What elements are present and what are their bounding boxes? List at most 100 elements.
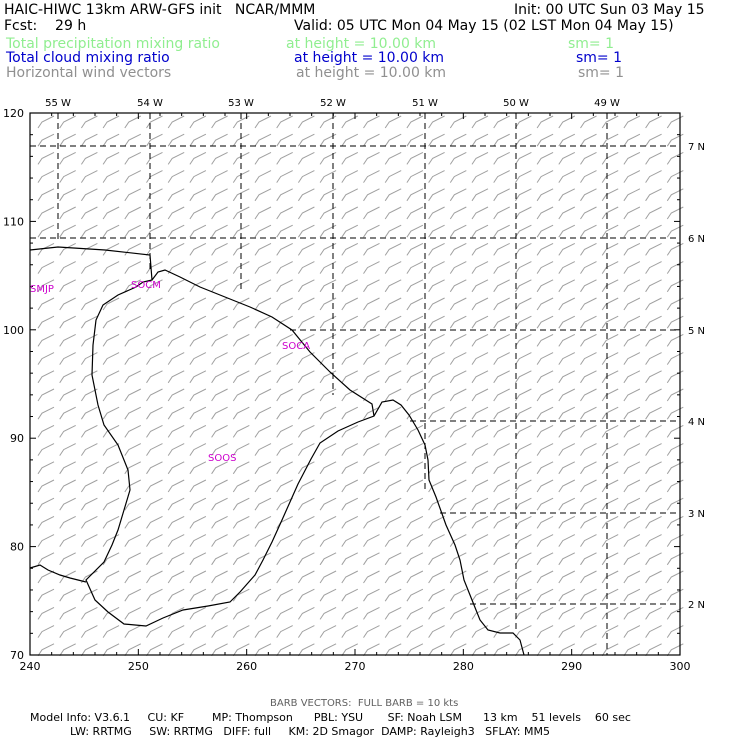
wind-barb: [363, 588, 380, 602]
wind-barb: [254, 297, 272, 311]
wind-barb: [319, 570, 337, 584]
x-tick-label: 290: [561, 660, 582, 673]
wind-barb: [471, 115, 489, 129]
wind-barb: [536, 497, 554, 511]
wind-barb: [341, 388, 359, 402]
wind-barb: [428, 315, 445, 329]
field-sm-precip: sm= 1: [568, 36, 615, 52]
wind-barb: [232, 224, 250, 238]
wind-barb: [428, 333, 445, 347]
wind-barb: [558, 643, 576, 657]
wind-barb: [406, 352, 424, 365]
wind-barb: [80, 133, 98, 147]
wind-barb: [558, 151, 576, 165]
wind-barb: [297, 461, 315, 475]
wind-barb: [232, 643, 250, 657]
wind-barb: [406, 588, 424, 602]
wind-barb: [297, 479, 315, 493]
wind-barb: [102, 261, 120, 274]
wind-barb: [37, 643, 55, 657]
wind-barb: [37, 461, 55, 475]
wind-barb: [232, 461, 250, 475]
wind-barb: [558, 479, 576, 493]
wind-barb: [580, 206, 597, 220]
wind-barb: [536, 224, 554, 238]
wind-barb: [80, 188, 98, 202]
wind-barb: [645, 133, 662, 147]
x-tick-label: 260: [236, 660, 257, 673]
wind-barb: [666, 188, 684, 202]
wind-barb: [59, 261, 76, 274]
wind-barb: [536, 115, 554, 129]
wind-barb: [80, 279, 98, 293]
wind-barb: [580, 115, 597, 129]
wind-barb: [623, 133, 641, 147]
wind-barb: [102, 133, 120, 147]
wind-barb: [319, 352, 337, 365]
wind-barb: [645, 370, 662, 384]
wind-barb: [406, 315, 424, 329]
wind-barb: [406, 224, 424, 238]
latitude-label: 6 N: [688, 234, 705, 245]
wind-barb: [363, 133, 380, 147]
wind-barb: [558, 206, 576, 220]
wind-barb: [363, 115, 380, 129]
wind-barb: [601, 242, 619, 256]
wind-barb: [80, 606, 98, 620]
wind-barb: [363, 242, 380, 256]
wind-barb: [80, 406, 98, 420]
station-label-soos: SOOS: [208, 453, 236, 464]
wind-barb: [449, 497, 467, 511]
wind-barb: [232, 534, 250, 547]
wind-barb: [580, 406, 597, 420]
wind-barb: [384, 515, 402, 529]
wind-barb: [80, 224, 98, 238]
wind-barb: [102, 388, 120, 402]
wind-barb: [146, 497, 163, 511]
wind-barb: [666, 151, 684, 165]
wind-barb: [254, 133, 272, 147]
wind-barb: [146, 643, 163, 657]
wind-barb: [384, 479, 402, 493]
wind-barb: [580, 443, 597, 456]
wind-barb: [211, 297, 228, 311]
wind-barb: [276, 461, 293, 475]
wind-barb: [341, 534, 359, 547]
wind-barb: [514, 497, 532, 511]
wind-barb: [558, 625, 576, 638]
wind-barb: [666, 461, 684, 475]
wind-barb: [536, 515, 554, 529]
wind-barb: [493, 534, 510, 547]
wind-barb: [428, 370, 445, 384]
wind-barb: [319, 643, 337, 657]
wind-barb: [232, 570, 250, 584]
wind-barb: [601, 534, 619, 547]
wind-barb: [37, 406, 55, 420]
wind-barb: [37, 206, 55, 220]
wind-barb: [428, 443, 445, 456]
wind-barb: [449, 424, 467, 438]
wind-barb: [37, 279, 55, 293]
wind-barb: [146, 151, 163, 165]
wind-barb: [37, 515, 55, 529]
wind-barb: [449, 242, 467, 256]
wind-barb: [167, 224, 185, 238]
lat-lon-grid: [30, 113, 680, 655]
wind-barb: [189, 643, 207, 657]
wind-barb: [276, 151, 293, 165]
wind-barb: [211, 242, 228, 256]
wind-barb: [254, 461, 272, 475]
y-tick-label: 120: [3, 107, 24, 120]
wind-barb: [493, 552, 510, 566]
wind-barb: [211, 588, 228, 602]
wind-barb: [37, 170, 55, 183]
wind-barb: [363, 224, 380, 238]
wind-barb: [384, 261, 402, 274]
wind-barb: [102, 370, 120, 384]
coastline: [29, 246, 525, 656]
wind-barb: [37, 552, 55, 566]
wind-barb: [623, 115, 641, 129]
wind-barb: [124, 570, 142, 584]
wind-barb: [384, 424, 402, 438]
wind-barb: [666, 370, 684, 384]
